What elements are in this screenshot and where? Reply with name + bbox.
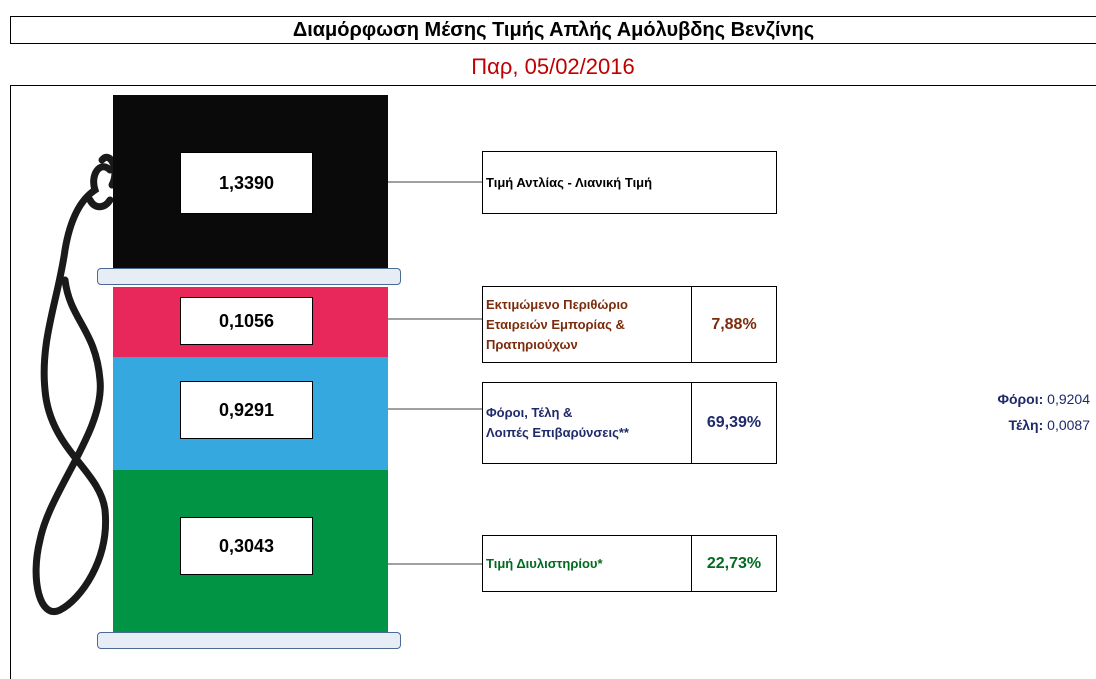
margin-value: 0,1056 xyxy=(180,297,313,345)
taxes-breakdown-value: 0,9204 xyxy=(1047,391,1090,407)
fees-breakdown-label: Τέλη: xyxy=(1008,417,1044,433)
refinery-percent: 22,73% xyxy=(691,535,777,592)
pump-base-plate xyxy=(97,632,401,649)
refinery-price-label: Τιμή Διυλιστηρίου* xyxy=(482,535,692,592)
refinery-price-value: 0,3043 xyxy=(180,517,313,575)
date-label: Παρ, 05/02/2016 xyxy=(10,50,1096,86)
fees-breakdown-row: Τέλη: 0,0087 xyxy=(980,417,1090,433)
taxes-breakdown-row: Φόροι: 0,9204 xyxy=(980,391,1090,407)
retail-price-label: Τιμή Αντλίας - Λιανική Τιμή xyxy=(482,151,777,214)
margin-percent: 7,88% xyxy=(691,286,777,363)
connector-retail xyxy=(388,181,482,183)
fees-breakdown-value: 0,0087 xyxy=(1047,417,1090,433)
connector-margin xyxy=(388,318,482,320)
pump-top-plate xyxy=(97,268,401,285)
retail-price-value: 1,3390 xyxy=(180,152,313,214)
taxes-label: Φόροι, Τέλη & Λοιπές Επιβαρύνσεις** xyxy=(482,382,692,464)
connector-taxes xyxy=(388,408,482,410)
connector-refinery xyxy=(388,563,482,565)
taxes-percent: 69,39% xyxy=(691,382,777,464)
frame-left-border xyxy=(10,86,11,679)
page-title: Διαμόρφωση Μέσης Τιμής Απλής Αμόλυβδης Β… xyxy=(10,16,1096,44)
taxes-breakdown-label: Φόροι: xyxy=(997,391,1044,407)
margin-label: Εκτιμώμενο Περιθώριο Εταιρειών Εμπορίας … xyxy=(482,286,692,363)
taxes-value: 0,9291 xyxy=(180,381,313,439)
